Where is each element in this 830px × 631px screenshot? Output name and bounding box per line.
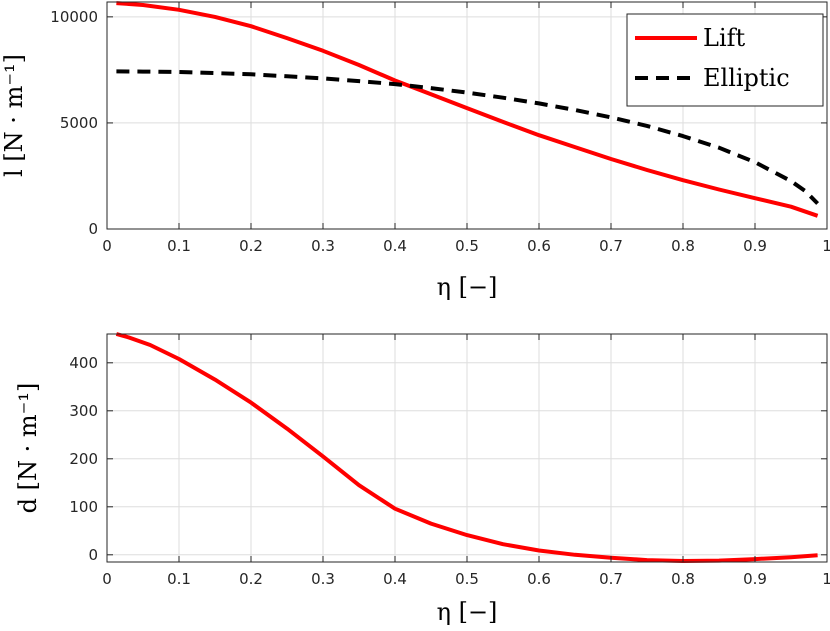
lift-x-tick-label: 1: [822, 237, 830, 255]
drag-series-line: [115, 332, 818, 563]
lift-x-tick-label: 0.2: [239, 237, 263, 255]
drag-x-tick-label: 0.9: [743, 570, 767, 588]
lift-x-tick-label: 0.8: [671, 237, 695, 255]
lift-y-tick-label: 10000: [50, 8, 98, 26]
lift-legend: Lift Elliptic: [626, 13, 824, 107]
lift-x-tick-label: 0.5: [455, 237, 479, 255]
drag-y-tick-label: 100: [69, 498, 98, 516]
lift-x-axis-label: η [−]: [437, 273, 498, 301]
lift-y-tick-label: 0: [88, 220, 98, 238]
elliptic-series-line: [116, 69, 820, 205]
drag-x-tick-label: 0: [102, 570, 112, 588]
lift-x-tick-label: 0.7: [599, 237, 623, 255]
drag-y-axis-label: d [N · m⁻¹]: [14, 383, 42, 514]
drag-x-axis-label: η [−]: [437, 598, 498, 626]
drag-plot: 0 0.1 0.2 0.3 0.4 0.5 0.6 0.7 0.8 0.9 1 0 100 200 300 4…: [14, 332, 830, 626]
lift-x-tick-label: 0.3: [311, 237, 335, 255]
drag-y-tick-label: 400: [69, 354, 98, 372]
lift-x-tick-label: 0: [102, 237, 112, 255]
lift-series-line: [116, 1, 819, 218]
lift-x-tick-label: 0.4: [383, 237, 407, 255]
drag-x-tick-label: 1: [822, 570, 830, 588]
lift-x-tick-label: 0.1: [167, 237, 191, 255]
drag-x-tick-label: 0.6: [527, 570, 551, 588]
drag-x-tick-label: 0.5: [455, 570, 479, 588]
drag-x-tick-label: 0.3: [311, 570, 335, 588]
drag-y-tick-label: 300: [69, 402, 98, 420]
lift-x-tick-label: 0.6: [527, 237, 551, 255]
legend-box: [626, 13, 824, 107]
drag-y-tick-label: 200: [69, 450, 98, 468]
drag-x-tick-label: 0.4: [383, 570, 407, 588]
lift-plot: 0 0.1 0.2 0.3 0.4 0.5 0.6 0.7 0.8 0.9 1 0 5000 10000 η…: [0, 1, 830, 301]
lift-x-tick-label: 0.9: [743, 237, 767, 255]
drag-x-tick-label: 0.7: [599, 570, 623, 588]
lift-y-axis-label: l [N · m⁻¹]: [0, 54, 28, 177]
drag-x-tick-label: 0.8: [671, 570, 695, 588]
lift-y-tick-label: 5000: [60, 114, 98, 132]
lift-legend-label: Lift: [703, 24, 745, 52]
drag-y-tick-label: 0: [88, 546, 98, 564]
elliptic-legend-label: Elliptic: [703, 64, 790, 92]
drag-x-tick-label: 0.2: [239, 570, 263, 588]
drag-x-tick-label: 0.1: [167, 570, 191, 588]
